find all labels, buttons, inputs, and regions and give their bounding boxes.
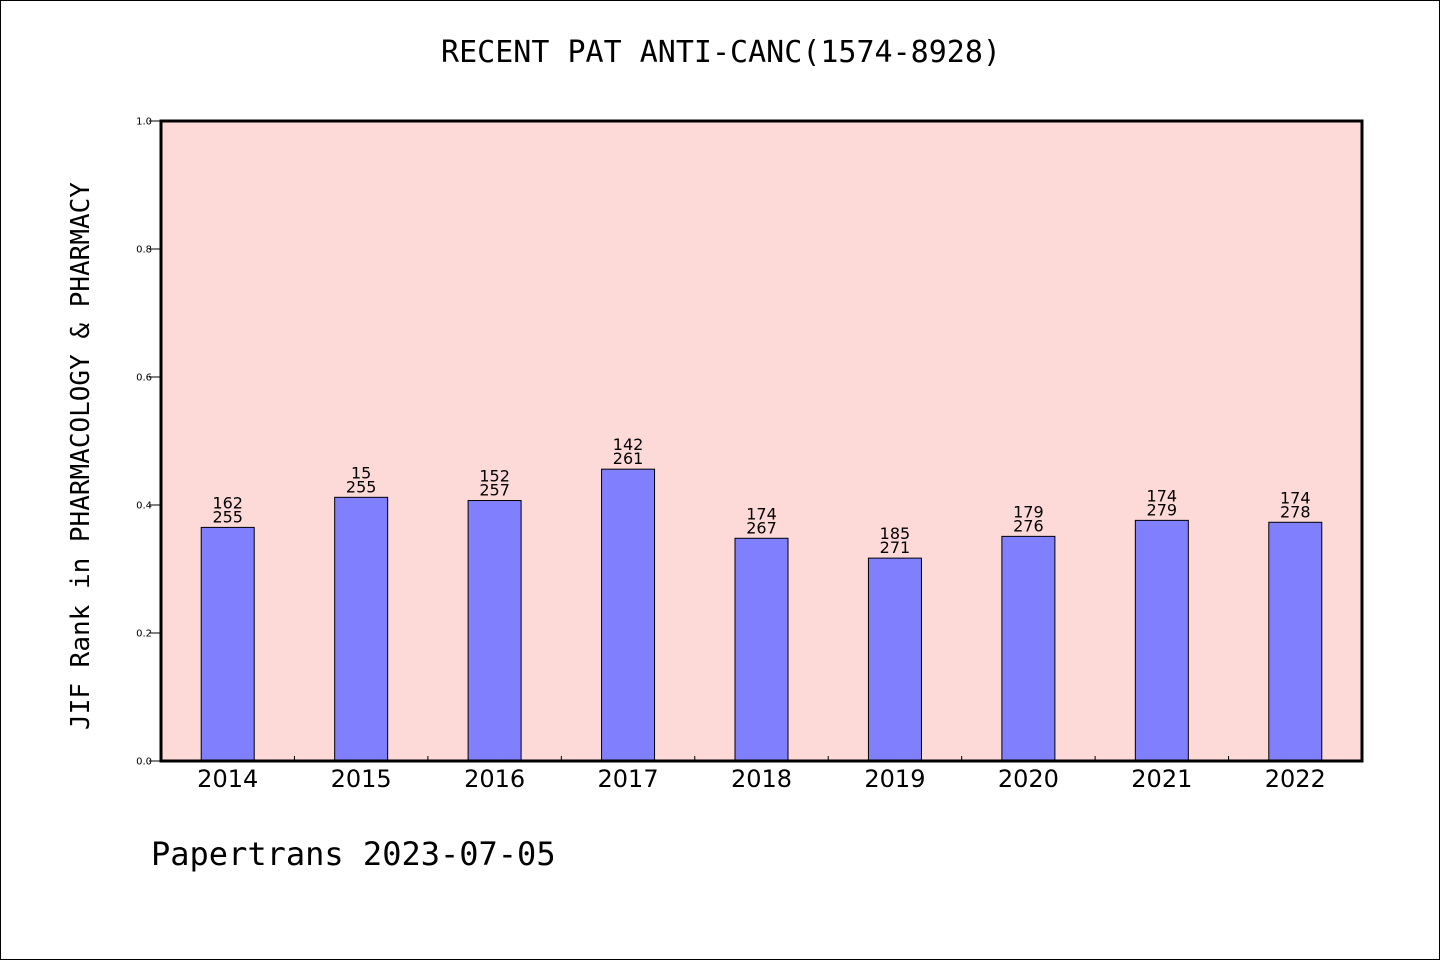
plot-border xyxy=(159,119,1364,763)
bar-label-top: 174 xyxy=(1280,488,1311,507)
y-tick-label: 0.2 xyxy=(136,629,152,640)
bar-label-bottom: 255 xyxy=(212,507,243,526)
bar-label-top: 162 xyxy=(212,493,243,512)
bar-label-top: 174 xyxy=(1147,486,1178,505)
bar-2014 xyxy=(200,526,255,762)
bar-2016 xyxy=(467,500,522,762)
x-tick-label: 2015 xyxy=(331,765,392,793)
bar-label-bottom: 257 xyxy=(479,481,510,500)
bar-2015 xyxy=(334,496,389,762)
bar-2020 xyxy=(1001,535,1056,762)
bar-2021 xyxy=(1134,519,1189,762)
bar-label-bottom: 279 xyxy=(1147,500,1178,519)
bar-2018 xyxy=(734,537,789,762)
bar-label-top: 152 xyxy=(479,467,510,486)
bar-label-top: 174 xyxy=(746,504,777,523)
bar-label-bottom: 271 xyxy=(880,538,911,557)
x-tick-label: 2017 xyxy=(598,765,659,793)
bar-label-top: 142 xyxy=(613,435,644,454)
bar-2017 xyxy=(601,468,656,762)
bar-label-top: 15 xyxy=(351,463,371,482)
x-tick-label: 2014 xyxy=(197,765,258,793)
y-tick-label: 0.6 xyxy=(136,373,152,384)
footer-credit: Papertrans 2023-07-05 xyxy=(151,835,556,873)
y-tick-label: 0.0 xyxy=(136,757,152,768)
bar-2022 xyxy=(1268,521,1323,762)
bar-label-bottom: 255 xyxy=(346,477,377,496)
x-tick-label: 2016 xyxy=(464,765,525,793)
y-tick-label: 0.4 xyxy=(136,501,152,512)
x-tick-label: 2022 xyxy=(1265,765,1326,793)
y-tick-label: 1.0 xyxy=(136,117,152,128)
x-tick-label: 2021 xyxy=(1131,765,1192,793)
x-tick-label: 2019 xyxy=(864,765,925,793)
bar-label-bottom: 261 xyxy=(613,449,644,468)
bar-label-bottom: 278 xyxy=(1280,502,1311,521)
bar-label-top: 179 xyxy=(1013,502,1044,521)
bar-label-bottom: 267 xyxy=(746,518,777,537)
x-tick-label: 2020 xyxy=(998,765,1059,793)
bar-label-top: 185 xyxy=(880,524,911,543)
x-tick-label: 2018 xyxy=(731,765,792,793)
chart-title: RECENT PAT ANTI-CANC(1574-8928) xyxy=(441,35,1001,70)
y-tick-label: 0.8 xyxy=(136,245,152,256)
bar-2019 xyxy=(867,557,922,762)
bar-label-bottom: 276 xyxy=(1013,516,1044,535)
